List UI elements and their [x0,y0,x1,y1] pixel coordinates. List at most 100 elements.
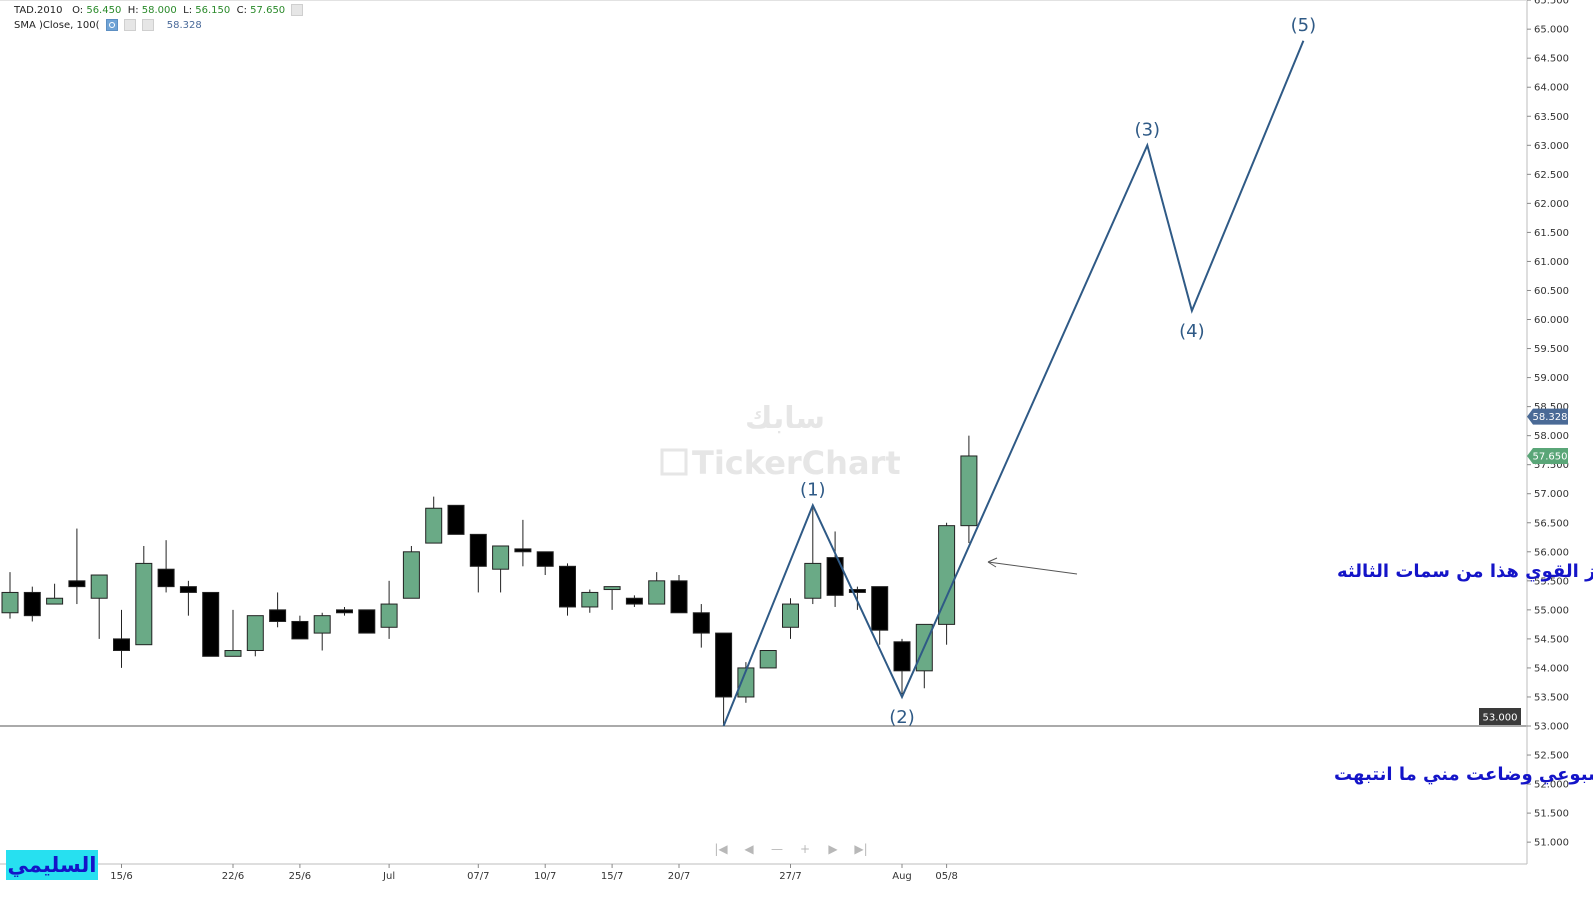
candle-body [804,562,822,599]
x-tick-label: 22/6 [222,871,244,882]
y-tick-label: 52.000 [1534,780,1569,791]
price-tag-label: 58.328 [1533,412,1568,423]
wave-label: (2) [889,707,915,728]
y-tick-label: 53.500 [1534,692,1569,703]
level-tag-box [1479,708,1521,725]
candle-body [68,580,86,588]
low-value: 56.150 [195,5,231,16]
watermark-arabic: سابك [745,401,825,436]
price-tag-label: 57.650 [1533,451,1568,462]
candle-body [179,586,197,593]
candle-body [782,603,799,628]
time-axis: 15/6 22/6 25/6 Jul 07/7 10/7 15/7 20/7 27/7 Aug 05… [0,863,1527,882]
candlestick-series [1,435,978,726]
y-tick-label: 62.000 [1534,199,1569,210]
x-tick-label: 10/7 [534,871,556,882]
close-icon[interactable] [142,19,155,31]
close-value: 57.650 [250,5,286,16]
prev-icon[interactable]: ◀ [744,842,754,856]
candle-body [425,507,443,544]
x-tick-label: 27/7 [779,871,801,882]
sma-value: 58.328 [166,20,202,31]
candle-body [358,609,376,634]
level-tag-label: 53.000 [1483,713,1518,724]
candle-body [90,574,108,599]
y-tick-label: 57.000 [1534,489,1569,500]
zoom-in-icon[interactable]: + [799,842,811,856]
x-tick-label: 20/7 [668,871,690,882]
annotation-weekly-text: على اليومي كانت واضحه لي لكن حولتها على … [1334,764,1593,785]
wave-label: (4) [1179,321,1205,342]
horizontal-level-line: 53.000 [0,708,1527,727]
candle-body [715,632,733,698]
price-axis: 51.000 51.500 52.000 52.500 53.000 53.500 54.0… [0,0,1569,864]
y-tick-label: 62.500 [1534,170,1569,181]
price-tag-box [1527,408,1568,425]
candle-body [559,565,576,608]
candle-body [648,580,666,605]
watermark-brand: TickerChart [692,444,901,482]
candle-body [291,620,309,640]
x-tick-label: Jul [382,871,395,882]
price-tag-box [1527,447,1568,464]
x-tick-label: 05/8 [935,871,957,882]
elliott-wave-lines: (1) (2) (3) (4) (5) [722,15,1316,728]
candle-body [135,562,153,646]
candle-body [157,568,175,588]
zoom-out-icon[interactable]: — [771,842,783,856]
last-icon[interactable]: ▶| [854,842,868,856]
candle-body [492,545,510,570]
low-label: L: [183,5,193,16]
ohlc-legend: TAD.2010 O: 56.450 H: 58.000 L: 56.150 C… [14,4,304,16]
candle-body [938,525,956,625]
candle-body [224,650,242,657]
candle-body [871,586,889,631]
sma-legend: SMA )Close, 100( 58.328 [14,19,202,31]
settings-gear-icon[interactable] [123,19,136,31]
watermark: سابك TickerChart [660,401,901,482]
candle-body [848,589,866,593]
y-tick-label: 56.000 [1534,547,1569,558]
candle-body [447,504,465,535]
annotation-arrow-head-icon [987,557,998,568]
first-icon[interactable]: |◀ [714,842,728,856]
visibility-icon[interactable] [105,19,118,31]
y-tick-label: 54.000 [1534,663,1569,674]
candle-body [269,609,287,622]
candle-body [469,533,487,567]
candle-body [536,551,554,567]
x-tick-label: 07/7 [467,871,489,882]
author-badge: السليمي [6,850,98,880]
y-tick-label: 59.500 [1534,344,1569,355]
next-icon[interactable]: ▶ [828,842,838,856]
candle-body [603,586,621,591]
wave-label: (3) [1135,119,1161,140]
open-label: O: [72,5,84,16]
candle-body [202,591,220,657]
candle-body [826,557,844,596]
annotations: الحفز القوي هذا من سمات الثالثه على اليوم… [987,557,1593,785]
y-tick-label: 63.000 [1534,141,1569,152]
candle-body [46,597,64,605]
y-tick-label: 58.500 [1534,402,1569,413]
candle-body [692,612,710,634]
symbol-label: TAD.2010 [14,5,63,16]
y-tick-label: 60.500 [1534,286,1569,297]
y-tick-label: 53.000 [1534,722,1569,733]
candle-body [380,603,398,628]
candle-body [113,638,130,652]
candle-body [514,548,532,553]
open-value: 56.450 [86,5,122,16]
candle-body [960,455,978,527]
legend-menu-icon[interactable] [291,4,304,16]
y-tick-label: 59.000 [1534,373,1569,384]
annotation-momentum-text: الحفز القوي هذا من سمات الثالثه [1337,561,1593,582]
y-tick-label: 61.000 [1534,257,1569,268]
candle-body [737,667,755,698]
high-value: 58.000 [141,5,177,16]
y-tick-label: 55.000 [1534,605,1569,616]
y-tick-label: 65.500 [1534,0,1569,7]
y-tick-label: 60.000 [1534,315,1569,326]
high-label: H: [127,5,139,16]
